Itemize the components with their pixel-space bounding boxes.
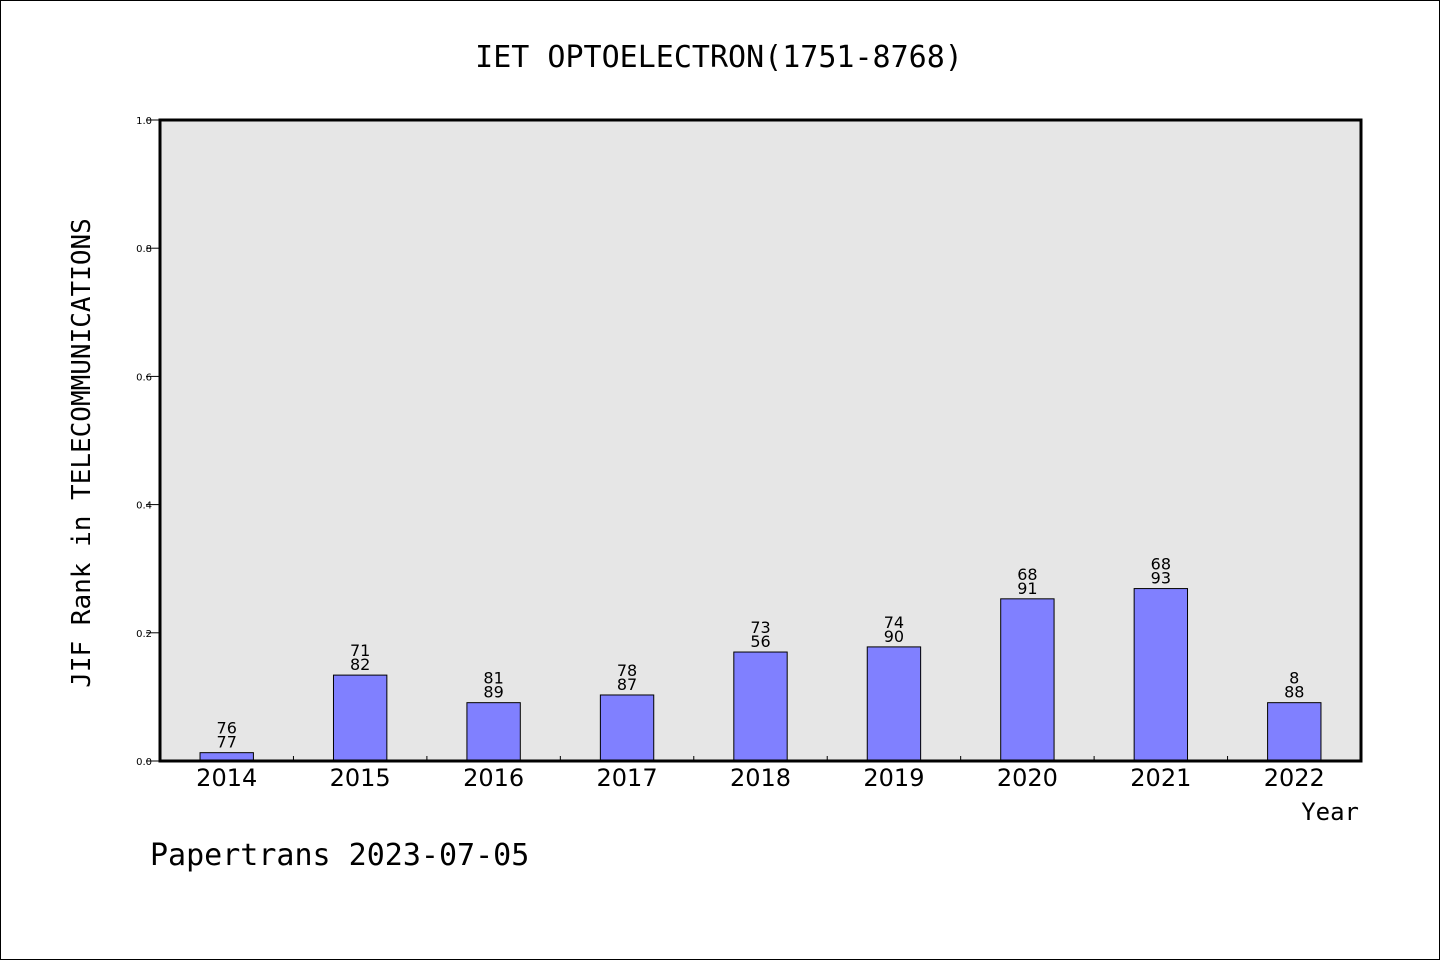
x-tick-label: 2016 — [463, 764, 524, 792]
plot-border — [158, 118, 1363, 763]
x-tick-label: 2017 — [597, 764, 658, 792]
bar-label-top: 73 — [750, 618, 770, 637]
x-tick-label: 2021 — [1130, 764, 1191, 792]
x-axis-label: Year — [1301, 798, 1359, 826]
bar-label-bottom: 91 — [1017, 579, 1037, 598]
bar-label-bottom: 82 — [350, 655, 370, 674]
x-tick-label: 2018 — [730, 764, 791, 792]
y-tick-label: 0.0 — [136, 757, 152, 768]
bar-2016 — [466, 702, 521, 762]
bar-label-top: 81 — [483, 669, 503, 688]
bar-label-top: 76 — [217, 719, 237, 738]
bar-2018 — [733, 651, 788, 762]
bar-2017 — [599, 694, 655, 762]
bar-label-top: 8 — [1289, 669, 1299, 688]
bar-label-bottom: 56 — [750, 632, 770, 651]
bar-2019 — [866, 646, 922, 762]
bar-label-top: 68 — [1151, 555, 1171, 574]
bars-group — [199, 588, 1322, 762]
y-tick-label: 0.4 — [136, 501, 152, 512]
bar-2015 — [332, 674, 388, 762]
y-tick-label: 0.2 — [136, 629, 152, 640]
bar-label-bottom: 93 — [1151, 569, 1171, 588]
chart-title: IET OPTOELECTRON(1751-8768) — [475, 40, 963, 75]
x-tick-label: 2022 — [1264, 764, 1325, 792]
bar-label-bottom: 90 — [884, 627, 904, 646]
y-axis-label: JIF Rank in TELECOMMUNICATIONS — [67, 218, 97, 688]
y-tick-label: 0.8 — [136, 244, 152, 255]
x-tick-label: 2019 — [863, 764, 924, 792]
bar-2022 — [1267, 702, 1322, 762]
x-tick-label: 2014 — [196, 764, 257, 792]
bar-label-top: 78 — [617, 661, 637, 680]
y-axis-ticks: 0.0 0.2 0.4 0.6 0.8 1.0 — [136, 116, 160, 768]
bar-label-bottom: 87 — [617, 675, 637, 694]
bar-2021 — [1133, 588, 1189, 762]
x-tick-label: 2015 — [330, 764, 391, 792]
y-tick-label: 0.6 — [136, 372, 152, 383]
bar-label-top: 74 — [884, 613, 904, 632]
bar-label-bottom: 89 — [483, 683, 503, 702]
bar-2020 — [1000, 598, 1055, 762]
x-tick-label: 2020 — [997, 764, 1058, 792]
x-axis-ticks: 2014 2015 2016 2017 2018 2019 2020 2021 2022 — [196, 756, 1325, 792]
bar-label-bottom: 77 — [217, 733, 237, 752]
y-tick-label: 1.0 — [136, 116, 152, 127]
footer-watermark: Papertrans 2023-07-05 — [150, 838, 529, 873]
bar-label-top: 68 — [1017, 565, 1037, 584]
bar-label-top: 71 — [350, 641, 370, 660]
bar-label-bottom: 88 — [1284, 683, 1304, 702]
